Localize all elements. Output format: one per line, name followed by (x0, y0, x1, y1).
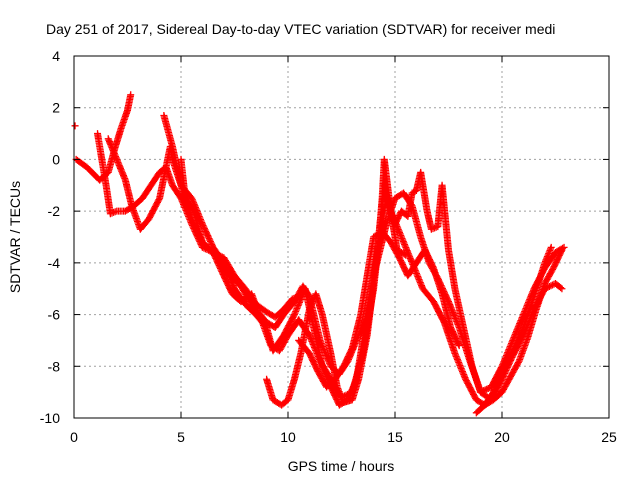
y-axis-label: SDTVAR / TECUs (7, 181, 23, 293)
data-point (484, 384, 492, 392)
x-tick-label: 25 (601, 429, 617, 445)
x-tick-label: 20 (494, 429, 510, 445)
y-tick-label: -2 (48, 203, 61, 219)
series-track-2 (72, 91, 135, 184)
series-track-8 (295, 228, 463, 391)
axis-ticks: 0 5 10 15 20 25 -10 -8 -6 -4 -2 0 2 4 (40, 48, 617, 445)
x-tick-label: 5 (177, 429, 185, 445)
x-tick-label: 0 (70, 429, 78, 445)
data-point (455, 340, 463, 348)
data-point (547, 282, 555, 290)
data-point (547, 243, 555, 251)
chart-title: Day 251 of 2017, Sidereal Day-to-day VTE… (46, 21, 555, 37)
y-tick-label: 4 (52, 48, 60, 64)
grid-lines (74, 56, 609, 418)
plot-frame (73, 55, 610, 419)
data-point (477, 388, 485, 396)
y-tick-label: 2 (52, 100, 60, 116)
data-point (402, 251, 410, 259)
data-point (478, 387, 486, 395)
data-point (400, 250, 408, 258)
x-tick-label: 15 (387, 429, 403, 445)
x-axis-label: GPS time / hours (288, 458, 395, 474)
data-point (558, 246, 566, 254)
y-tick-label: -4 (48, 255, 61, 271)
data-point (71, 122, 79, 130)
data-point (480, 387, 488, 395)
x-tick-label: 10 (280, 429, 296, 445)
data-point (455, 342, 463, 350)
data-point (127, 91, 135, 99)
data-point (558, 285, 566, 293)
data-point (557, 284, 565, 292)
y-tick-label: -10 (40, 410, 60, 426)
data-point (483, 385, 491, 393)
y-tick-label: -8 (48, 358, 61, 374)
y-tick-label: -6 (48, 307, 61, 323)
data-point (557, 247, 565, 255)
data-points-layer (71, 91, 568, 417)
data-point (481, 386, 489, 394)
y-tick-label: 0 (52, 151, 60, 167)
series-track-9 (472, 246, 566, 417)
series-track-1 (71, 122, 79, 130)
data-point (544, 283, 552, 291)
